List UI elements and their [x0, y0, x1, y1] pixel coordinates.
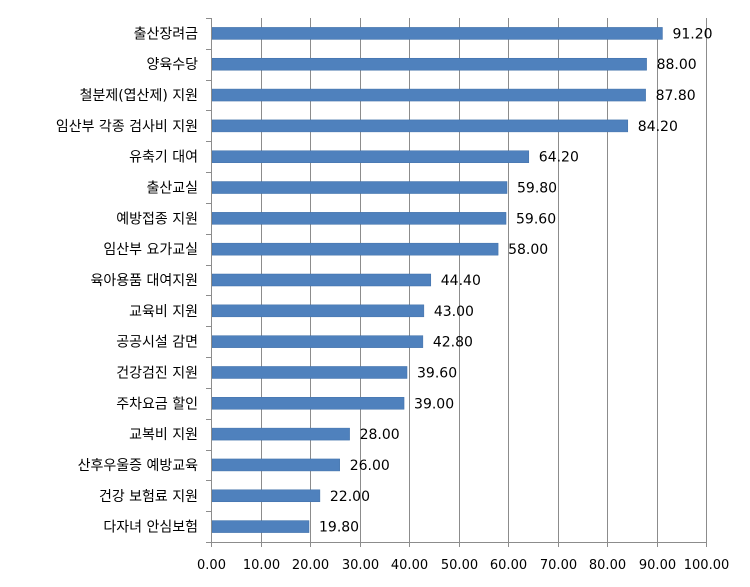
- data-label: 43.00: [434, 304, 474, 320]
- x-tick-label: 30.00: [342, 558, 379, 573]
- data-label: 59.80: [517, 181, 557, 197]
- bar: [211, 335, 424, 348]
- data-label: 59.60: [516, 211, 556, 227]
- bar: [211, 304, 425, 318]
- category-label: 교복비 지원: [129, 427, 198, 443]
- data-label: 58.00: [508, 242, 548, 258]
- x-tick-label: 80.00: [589, 558, 626, 573]
- category-label: 육아용품 대여지원: [91, 273, 199, 289]
- data-label: 28.00: [360, 427, 400, 443]
- data-label: 42.80: [433, 335, 473, 351]
- x-tick-label: 40.00: [391, 558, 428, 573]
- category-label: 철분제(엽산제) 지원: [80, 88, 198, 104]
- category-label: 예방접종 지원: [116, 211, 198, 227]
- data-label: 84.20: [638, 119, 678, 135]
- category-label: 건강검진 지원: [116, 365, 198, 381]
- category-label: 산후우울증 예방교육: [78, 458, 198, 474]
- bar: [211, 273, 432, 287]
- bar: [211, 27, 663, 40]
- category-label: 유축기 대여: [129, 150, 198, 166]
- grid-lines: [261, 18, 707, 542]
- bar: [211, 119, 629, 133]
- data-label: 19.80: [319, 520, 359, 536]
- bar: [211, 427, 350, 441]
- data-label: 91.20: [672, 26, 712, 42]
- labels: 0.00 10.00 20.00 30.00 40.00 50.00 60.00 70.00 8…: [56, 26, 729, 573]
- data-label: 88.00: [657, 57, 697, 73]
- bar: [211, 212, 507, 225]
- bar: [211, 520, 310, 533]
- bar: [211, 489, 321, 503]
- bar: [211, 88, 646, 102]
- bar: [211, 458, 340, 472]
- x-tick-label: 100.00: [684, 558, 730, 573]
- bar: [211, 150, 530, 163]
- x-tick-label: 70.00: [540, 558, 577, 573]
- data-label: 87.80: [656, 88, 696, 104]
- axes: [206, 18, 707, 547]
- bar: [211, 242, 499, 256]
- x-tick-label: 0.00: [197, 558, 226, 573]
- x-tick-label: 50.00: [441, 558, 478, 573]
- bars: [211, 27, 663, 533]
- bar: [211, 366, 408, 379]
- category-label: 출산장려금: [134, 26, 199, 42]
- data-label: 44.40: [441, 273, 481, 289]
- category-label: 임산부 요가교실: [103, 242, 198, 258]
- category-label: 임산부 각종 검사비 지원: [56, 119, 198, 135]
- bar: [211, 181, 508, 194]
- category-label: 건강 보험료 지원: [99, 489, 198, 505]
- data-label: 22.00: [330, 489, 370, 505]
- data-label: 64.20: [539, 150, 579, 166]
- x-tick-label: 90.00: [639, 558, 676, 573]
- bar: [211, 397, 405, 410]
- bar: [211, 57, 647, 71]
- category-label: 양육수당: [146, 57, 198, 73]
- category-label: 주차요금 할인: [116, 396, 198, 412]
- category-label: 다자녀 안심보험: [103, 520, 198, 536]
- data-label: 39.00: [414, 396, 454, 412]
- category-label: 출산교실: [146, 181, 198, 197]
- category-label: 교육비 지원: [129, 304, 198, 320]
- x-tick-label: 10.00: [243, 558, 280, 573]
- x-tick-label: 20.00: [292, 558, 329, 573]
- data-label: 26.00: [350, 458, 390, 474]
- category-label: 공공시설 감면: [116, 335, 198, 351]
- x-tick-label: 60.00: [490, 558, 527, 573]
- data-label: 39.60: [417, 365, 457, 381]
